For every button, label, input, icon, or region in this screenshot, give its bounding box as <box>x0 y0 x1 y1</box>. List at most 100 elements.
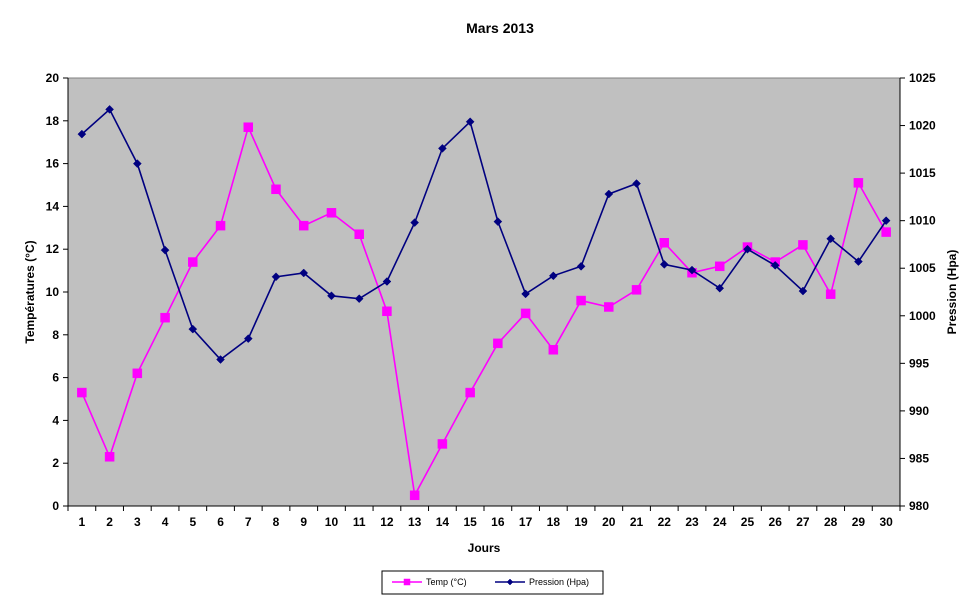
data-point-pression <box>105 105 114 114</box>
x-axis: 1 2 3 4 5 6 7 8 9 10 11 12 13 14 15 16 17 18 19 20 21 22 23 24 2… <box>67 505 901 529</box>
data-point-pression <box>299 268 309 278</box>
x-tick-label: 7 <box>245 515 252 529</box>
data-point-temp <box>520 308 531 319</box>
data-point-pression <box>854 257 863 266</box>
x-tick-label: 12 <box>380 515 394 529</box>
data-point-temp <box>77 387 87 398</box>
data-point-pression <box>770 261 780 270</box>
right-tick-label: 1020 <box>909 119 936 133</box>
x-tick-label: 5 <box>189 515 196 529</box>
data-point-pression <box>687 265 697 275</box>
data-point-temp <box>659 238 670 248</box>
left-tick-label: 8 <box>52 328 59 342</box>
data-point-temp <box>881 227 891 237</box>
legend-label: Temp (°C) <box>426 577 467 587</box>
x-tick-label: 8 <box>273 515 280 529</box>
x-tick-label: 13 <box>408 515 422 529</box>
series-layer <box>77 105 891 501</box>
left-y-axis-title: Températures (°C) <box>23 240 37 343</box>
x-tick-label: 30 <box>879 515 893 529</box>
data-point-temp <box>548 345 559 355</box>
x-tick-label: 29 <box>852 515 866 529</box>
data-point-pression <box>493 217 503 226</box>
data-point-pression <box>548 271 558 281</box>
legend-item-pression: Pression (Hpa) <box>495 577 589 587</box>
x-tick-label: 20 <box>602 515 616 529</box>
data-point-pression <box>327 291 336 301</box>
data-point-temp <box>271 184 281 195</box>
left-tick-label: 10 <box>46 285 60 299</box>
right-tick-label: 1015 <box>909 166 936 180</box>
x-tick-label: 17 <box>519 515 533 529</box>
legend: Temp (°C) Pression (Hpa) <box>381 570 604 595</box>
data-point-temp <box>382 306 392 317</box>
left-tick-label: 14 <box>46 199 60 213</box>
legend-item-temp: Temp (°C) <box>392 577 467 587</box>
data-point-temp <box>326 208 337 218</box>
data-point-temp <box>437 439 448 449</box>
data-point-temp <box>409 490 420 501</box>
data-point-pression <box>604 189 614 199</box>
x-tick-label: 25 <box>741 515 755 529</box>
right-tick-label: 985 <box>909 451 929 465</box>
data-point-temp <box>576 295 586 306</box>
data-point-pression <box>410 218 420 227</box>
data-point-temp <box>160 312 170 323</box>
data-point-pression <box>576 261 586 271</box>
right-tick-label: 1025 <box>909 71 936 85</box>
left-tick-label: 2 <box>52 456 59 470</box>
series-line-pression <box>81 108 887 361</box>
data-point-temp <box>825 289 836 299</box>
data-point-pression <box>438 144 447 153</box>
x-tick-label: 22 <box>658 515 672 529</box>
data-point-temp <box>631 285 642 295</box>
data-point-pression <box>77 129 87 139</box>
left-tick-label: 4 <box>52 413 59 427</box>
data-point-temp <box>188 257 198 267</box>
data-point-pression <box>382 277 392 286</box>
data-point-temp <box>298 220 309 231</box>
data-point-pression <box>715 283 725 293</box>
x-tick-label: 15 <box>463 515 477 529</box>
x-axis-title: Jours <box>468 541 501 555</box>
plot-area <box>67 77 901 507</box>
data-point-pression <box>160 245 170 255</box>
data-point-temp <box>132 368 143 379</box>
x-tick-label: 27 <box>796 515 810 529</box>
data-point-temp <box>215 220 226 231</box>
right-tick-label: 980 <box>909 499 929 513</box>
data-point-pression <box>132 159 142 168</box>
data-point-temp <box>465 387 475 398</box>
right-tick-label: 995 <box>909 356 929 370</box>
data-point-temp <box>243 122 254 132</box>
left-tick-label: 12 <box>46 242 60 256</box>
data-point-pression <box>632 179 641 188</box>
legend-items: Temp (°C) Pression (Hpa) <box>392 577 589 587</box>
x-tick-label: 1 <box>79 515 86 529</box>
x-tick-label: 4 <box>162 515 169 529</box>
right-y-axis: 980 985 990 995 1000 1005 1010 1015 1020 1025 <box>899 71 936 513</box>
data-point-temp <box>798 240 808 250</box>
left-tick-label: 6 <box>52 371 59 385</box>
x-tick-label: 6 <box>217 515 224 529</box>
data-point-temp <box>403 578 411 586</box>
x-tick-label: 18 <box>547 515 561 529</box>
chart-title: Mars 2013 <box>466 20 534 36</box>
x-tick-label: 10 <box>325 515 339 529</box>
x-tick-label: 9 <box>300 515 307 529</box>
data-point-temp <box>853 178 864 188</box>
data-point-temp <box>493 338 503 349</box>
data-point-pression <box>881 216 891 226</box>
x-tick-label: 28 <box>824 515 838 529</box>
right-tick-label: 1005 <box>909 261 936 275</box>
left-tick-label: 16 <box>46 157 60 171</box>
data-point-pression <box>465 117 475 127</box>
x-tick-label: 19 <box>574 515 588 529</box>
series-pression <box>77 105 891 364</box>
x-tick-label: 24 <box>713 515 727 529</box>
left-y-axis: 0 2 4 6 8 10 12 14 16 18 20 <box>46 71 69 513</box>
x-tick-label: 11 <box>353 515 366 529</box>
x-tick-label: 2 <box>106 515 113 529</box>
right-y-axis-title: Pression (Hpa) <box>945 250 959 335</box>
